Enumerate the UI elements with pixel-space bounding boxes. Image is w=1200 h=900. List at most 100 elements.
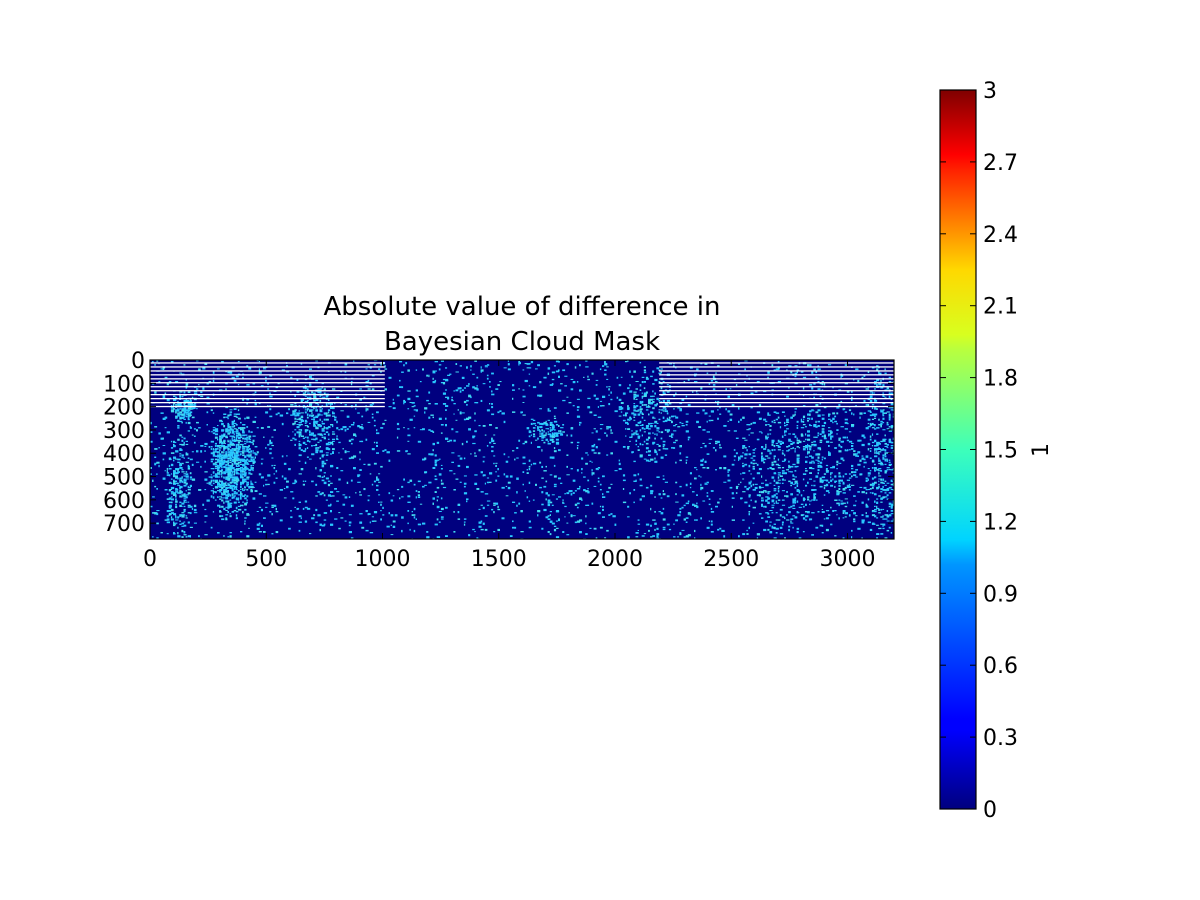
heatmap-speckle [221, 461, 225, 464]
heatmap-speckle [319, 388, 322, 390]
heatmap-speckle [842, 537, 845, 539]
heatmap-speckle [666, 399, 670, 402]
heatmap-speckle [633, 397, 635, 400]
heatmap-speckle [620, 411, 623, 413]
heatmap-speckle [729, 418, 733, 421]
heatmap-speckle [652, 442, 655, 445]
heatmap-speckle [451, 452, 455, 454]
heatmap-speckle [830, 472, 833, 474]
heatmap-speckle [367, 513, 371, 515]
heatmap-speckle [865, 515, 869, 518]
heatmap-speckle [641, 443, 644, 446]
heatmap-speckle [237, 451, 240, 453]
heatmap-speckle [882, 482, 885, 484]
heatmap-speckle [836, 422, 838, 425]
heatmap-speckle [788, 511, 791, 514]
heatmap-speckle [558, 496, 562, 498]
heatmap-speckle [551, 426, 555, 429]
heatmap-speckle [802, 440, 806, 442]
heatmap-speckle [298, 410, 300, 412]
heatmap-speckle [499, 381, 502, 383]
heatmap-speckle [602, 516, 605, 518]
heatmap-speckle [767, 376, 769, 380]
heatmap-speckle [252, 435, 256, 437]
heatmap-speckle [240, 453, 242, 455]
heatmap-speckle [830, 476, 832, 479]
heatmap-speckle [309, 431, 311, 433]
heatmap-speckle [874, 477, 876, 479]
heatmap-speckle [221, 451, 223, 454]
heatmap-speckle [654, 421, 656, 424]
heatmap-speckle [267, 388, 270, 390]
heatmap-speckle [821, 431, 825, 434]
heatmap-speckle [179, 416, 183, 419]
heatmap-speckle [779, 440, 783, 443]
heatmap-speckle [296, 414, 300, 417]
heatmap-speckle [811, 387, 814, 390]
heatmap-speckle [564, 375, 568, 377]
heatmap-speckle [809, 472, 812, 474]
heatmap-speckle [237, 441, 240, 444]
heatmap-speckle [340, 428, 344, 431]
heatmap-speckle [173, 533, 176, 535]
heatmap-missing-line [659, 405, 894, 408]
heatmap-speckle [323, 519, 327, 521]
heatmap-speckle [231, 443, 235, 446]
heatmap-speckle [518, 388, 520, 390]
heatmap-speckle [658, 409, 661, 411]
heatmap-speckle [166, 521, 170, 524]
heatmap-speckle [746, 374, 748, 377]
heatmap-speckle [842, 510, 846, 513]
heatmap-speckle [152, 383, 155, 385]
heatmap-speckle [767, 468, 769, 470]
heatmap-speckle [746, 429, 750, 431]
heatmap-speckle [330, 523, 334, 526]
heatmap-speckle [821, 458, 823, 461]
heatmap-speckle [541, 433, 543, 435]
heatmap-speckle [706, 495, 709, 498]
heatmap-speckle [532, 386, 537, 389]
heatmap-speckle [179, 491, 183, 494]
heatmap-speckle [217, 455, 221, 458]
heatmap-speckle [325, 415, 328, 417]
heatmap-speckle [679, 485, 682, 488]
heatmap-speckle [237, 433, 241, 436]
heatmap-speckle [819, 433, 822, 435]
heatmap-speckle [246, 481, 249, 484]
heatmap-speckle [802, 387, 805, 390]
heatmap-speckle [321, 422, 325, 425]
heatmap-speckle [154, 512, 158, 515]
heatmap-speckle [796, 489, 800, 492]
heatmap-speckle [474, 474, 478, 476]
heatmap-speckle [390, 514, 394, 517]
heatmap-speckle [662, 507, 665, 510]
heatmap-speckle [225, 416, 229, 418]
heatmap-speckle [263, 368, 267, 370]
heatmap-speckle [237, 497, 240, 500]
heatmap-speckle [587, 491, 590, 494]
heatmap-speckle [838, 517, 840, 520]
heatmap-speckle [313, 407, 315, 410]
heatmap-speckle [225, 469, 228, 471]
heatmap-speckle [432, 449, 434, 452]
heatmap-speckle [796, 482, 799, 485]
heatmap-speckle [248, 451, 251, 454]
heatmap-speckle [306, 416, 309, 419]
heatmap-speckle [570, 441, 574, 444]
heatmap-speckle [269, 448, 272, 450]
heatmap-speckle [821, 435, 824, 438]
heatmap-speckle [811, 484, 813, 487]
heatmap-speckle [463, 521, 466, 523]
heatmap-speckle [332, 452, 334, 454]
heatmap-speckle [781, 411, 785, 413]
y-tick-label: 300 [103, 419, 145, 444]
heatmap-speckle [796, 441, 799, 444]
heatmap-speckle [411, 402, 415, 404]
heatmap-speckle [842, 502, 846, 504]
heatmap-speckle [315, 495, 318, 497]
heatmap-speckle [535, 483, 537, 486]
heatmap-speckle [231, 426, 235, 428]
heatmap-speckle [602, 395, 606, 398]
heatmap-speckle [838, 404, 841, 406]
